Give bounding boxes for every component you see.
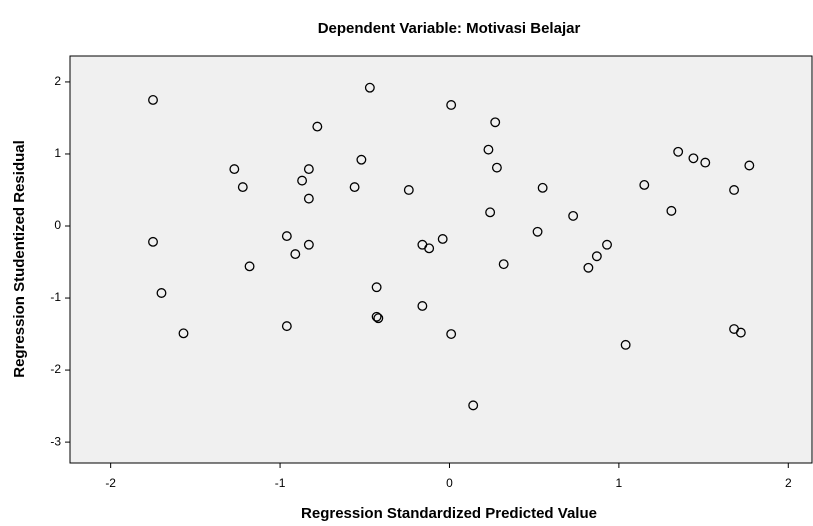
point — [303, 193, 314, 204]
y-tick-label: 0 — [54, 218, 61, 232]
y-axis-title: Regression Studentized Residual — [11, 140, 28, 378]
point — [446, 100, 457, 110]
point — [744, 160, 755, 171]
y-tick-label: -2 — [50, 362, 61, 376]
point — [537, 182, 548, 193]
point — [148, 236, 158, 247]
point — [373, 313, 384, 324]
point — [356, 154, 367, 165]
point — [297, 175, 308, 186]
point — [371, 311, 382, 322]
y-tick-label: 2 — [54, 74, 61, 88]
point — [237, 182, 248, 193]
point — [688, 153, 699, 164]
point — [673, 146, 684, 157]
point — [303, 239, 314, 250]
point — [729, 185, 740, 195]
point — [371, 282, 382, 293]
point — [244, 261, 255, 272]
point — [424, 243, 435, 254]
point — [591, 251, 602, 262]
point — [485, 207, 496, 218]
point — [437, 234, 448, 244]
x-tick-label: 2 — [785, 476, 792, 490]
point — [281, 321, 292, 332]
point — [666, 205, 677, 216]
point — [620, 339, 631, 350]
x-tick-label: -2 — [105, 476, 116, 490]
point — [583, 262, 594, 273]
point — [639, 179, 650, 190]
x-tick-label: 1 — [616, 476, 623, 490]
point — [229, 164, 240, 175]
plot-area — [69, 55, 813, 464]
point — [403, 185, 414, 195]
point — [281, 231, 292, 242]
point — [602, 239, 612, 250]
point — [156, 288, 167, 298]
point — [178, 328, 189, 339]
point — [446, 329, 457, 340]
point — [532, 226, 543, 237]
x-tick-label: -1 — [275, 476, 286, 490]
y-tick-label: -3 — [50, 434, 61, 448]
point — [568, 210, 579, 221]
x-axis-title: Regression Standardized Predicted Value — [301, 505, 597, 522]
y-tick-label: -1 — [50, 290, 61, 304]
point — [483, 144, 494, 155]
point — [303, 164, 314, 175]
point — [312, 121, 323, 132]
point — [364, 82, 375, 93]
point — [417, 301, 428, 311]
point — [290, 249, 301, 260]
point — [498, 259, 509, 270]
y-tick-label: 1 — [54, 146, 61, 160]
point — [491, 162, 502, 173]
point — [490, 117, 501, 128]
point — [700, 157, 711, 168]
x-tick-label: 0 — [446, 476, 453, 490]
point — [468, 400, 479, 411]
point — [349, 182, 360, 193]
point — [148, 94, 158, 105]
chart-title: Dependent Variable: Motivasi Belajar — [318, 20, 581, 37]
point — [735, 327, 746, 338]
